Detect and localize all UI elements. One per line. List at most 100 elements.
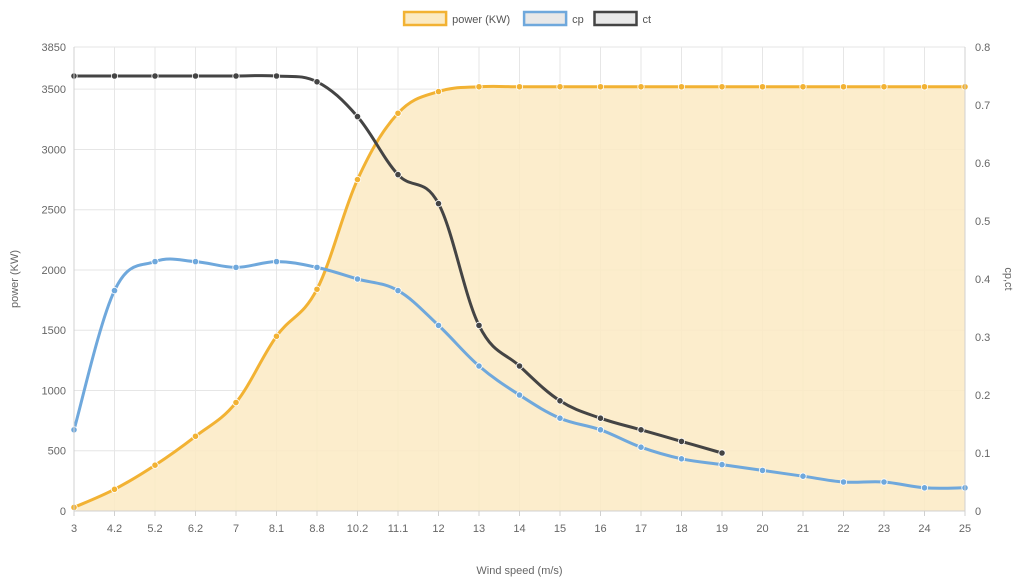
data-point-power-kw[interactable] [475,83,483,91]
y-right-tick-label: 0.1 [975,448,990,460]
data-point-cp[interactable] [313,263,321,271]
data-point-power-kw[interactable] [434,87,443,96]
series-lines [72,74,967,509]
x-tick-label: 8.1 [269,523,284,535]
data-point-ct[interactable] [596,414,605,422]
data-point-power-kw[interactable] [353,175,362,184]
data-point-cp[interactable] [799,472,807,480]
y-left-tick-label: 1500 [42,325,66,337]
data-point-power-kw[interactable] [839,83,848,91]
data-point-cp[interactable] [637,443,645,451]
data-point-ct[interactable] [718,449,726,457]
area-fills [74,86,965,511]
data-point-power-kw[interactable] [232,398,240,407]
data-point-ct[interactable] [232,72,240,80]
y-right-tick-label: 0.2 [975,390,990,402]
data-point-ct[interactable] [313,78,321,86]
data-point-cp[interactable] [758,466,767,474]
data-point-cp[interactable] [434,321,443,329]
data-point-power-kw[interactable] [556,83,564,91]
data-point-ct[interactable] [475,321,483,329]
data-point-power-kw[interactable] [394,109,402,117]
data-point-ct[interactable] [434,200,443,208]
data-point-ct[interactable] [353,113,362,121]
data-point-cp[interactable] [475,362,483,370]
data-point-power-kw[interactable] [920,83,929,91]
x-tick-label: 19 [716,523,728,535]
data-point-cp[interactable] [191,257,200,266]
data-point-ct[interactable] [556,397,564,405]
y-left-tick-label: 3000 [42,144,66,156]
y-right-tick-label: 0.5 [975,216,990,228]
x-tick-label: 13 [473,523,485,535]
legend-label-ct: ct [643,14,652,26]
data-point-ct[interactable] [191,72,200,80]
data-point-ct[interactable] [515,362,524,370]
data-point-cp[interactable] [232,263,240,271]
x-tick-label: 25 [959,523,971,535]
x-tick-label: 16 [594,523,606,535]
legend-swatch-cp [522,10,568,27]
data-point-ct[interactable] [151,72,159,80]
data-point-power-kw[interactable] [637,83,645,91]
y-left-tick-label: 2000 [42,265,66,277]
data-point-power-kw[interactable] [880,83,888,91]
legend-label-power-kw: power (KW) [452,14,510,26]
data-point-ct[interactable] [677,437,686,445]
legend-swatch-ct [593,10,638,27]
legend-swatch-power-kw [402,10,448,27]
data-point-cp[interactable] [272,257,281,266]
legend-label-cp: cp [572,14,584,26]
y-right-tick-label: 0.7 [975,100,990,112]
legend[interactable]: power (KW) cp ct [402,10,652,27]
data-point-power-kw[interactable] [718,83,726,91]
data-point-power-kw[interactable] [191,432,200,440]
data-point-power-kw[interactable] [677,83,686,91]
data-point-ct[interactable] [637,426,645,434]
data-point-power-kw[interactable] [799,83,807,91]
data-point-cp[interactable] [110,286,119,295]
y-axis-left-title: power (KW) [9,250,21,308]
data-point-cp[interactable] [677,455,686,463]
data-point-cp[interactable] [515,391,524,399]
data-point-cp[interactable] [353,275,362,283]
x-tick-label: 5.2 [147,523,162,535]
data-point-cp[interactable] [718,460,726,469]
x-tick-label: 14 [513,523,525,535]
data-point-cp[interactable] [556,414,564,422]
data-point-power-kw[interactable] [515,83,524,91]
x-tick-label: 8.8 [309,523,324,535]
legend-item-cp[interactable]: cp [522,10,584,27]
y-right-tick-label: 0.6 [975,158,990,170]
data-point-power-kw[interactable] [313,285,321,293]
y-left-tick-label: 1000 [42,385,66,397]
x-tick-label: 20 [756,523,768,535]
data-point-ct[interactable] [272,72,281,80]
data-point-power-kw[interactable] [110,485,119,493]
x-tick-label: 21 [797,523,809,535]
x-tick-label: 24 [918,523,930,535]
data-point-cp[interactable] [151,257,159,266]
y-left-tick-label: 500 [48,446,66,458]
axes: 0 500 1000 1500 2000 2500 3000 3500 3850 0 0.1 0.2 0… [9,42,1014,577]
data-point-power-kw[interactable] [758,83,767,91]
y-left-tick-label: 3850 [42,42,66,54]
data-point-power-kw[interactable] [151,461,159,469]
x-tick-label: 22 [837,523,849,535]
data-point-cp[interactable] [394,286,402,295]
data-point-cp[interactable] [839,478,848,486]
data-point-cp[interactable] [880,478,888,486]
series-line-power-kw [72,84,967,509]
data-point-ct[interactable] [110,72,119,80]
legend-item-power-kw[interactable]: power (KW) [402,10,510,27]
data-point-power-kw[interactable] [272,332,281,340]
x-tick-label: 23 [878,523,890,535]
data-point-cp[interactable] [920,484,929,492]
series-points [70,72,969,511]
x-axis-title: Wind speed (m/s) [476,565,562,577]
legend-item-ct[interactable]: ct [593,10,652,27]
data-point-cp[interactable] [596,426,605,434]
data-point-ct[interactable] [394,171,402,179]
data-point-power-kw[interactable] [596,83,605,91]
x-tick-label: 3 [71,523,77,535]
